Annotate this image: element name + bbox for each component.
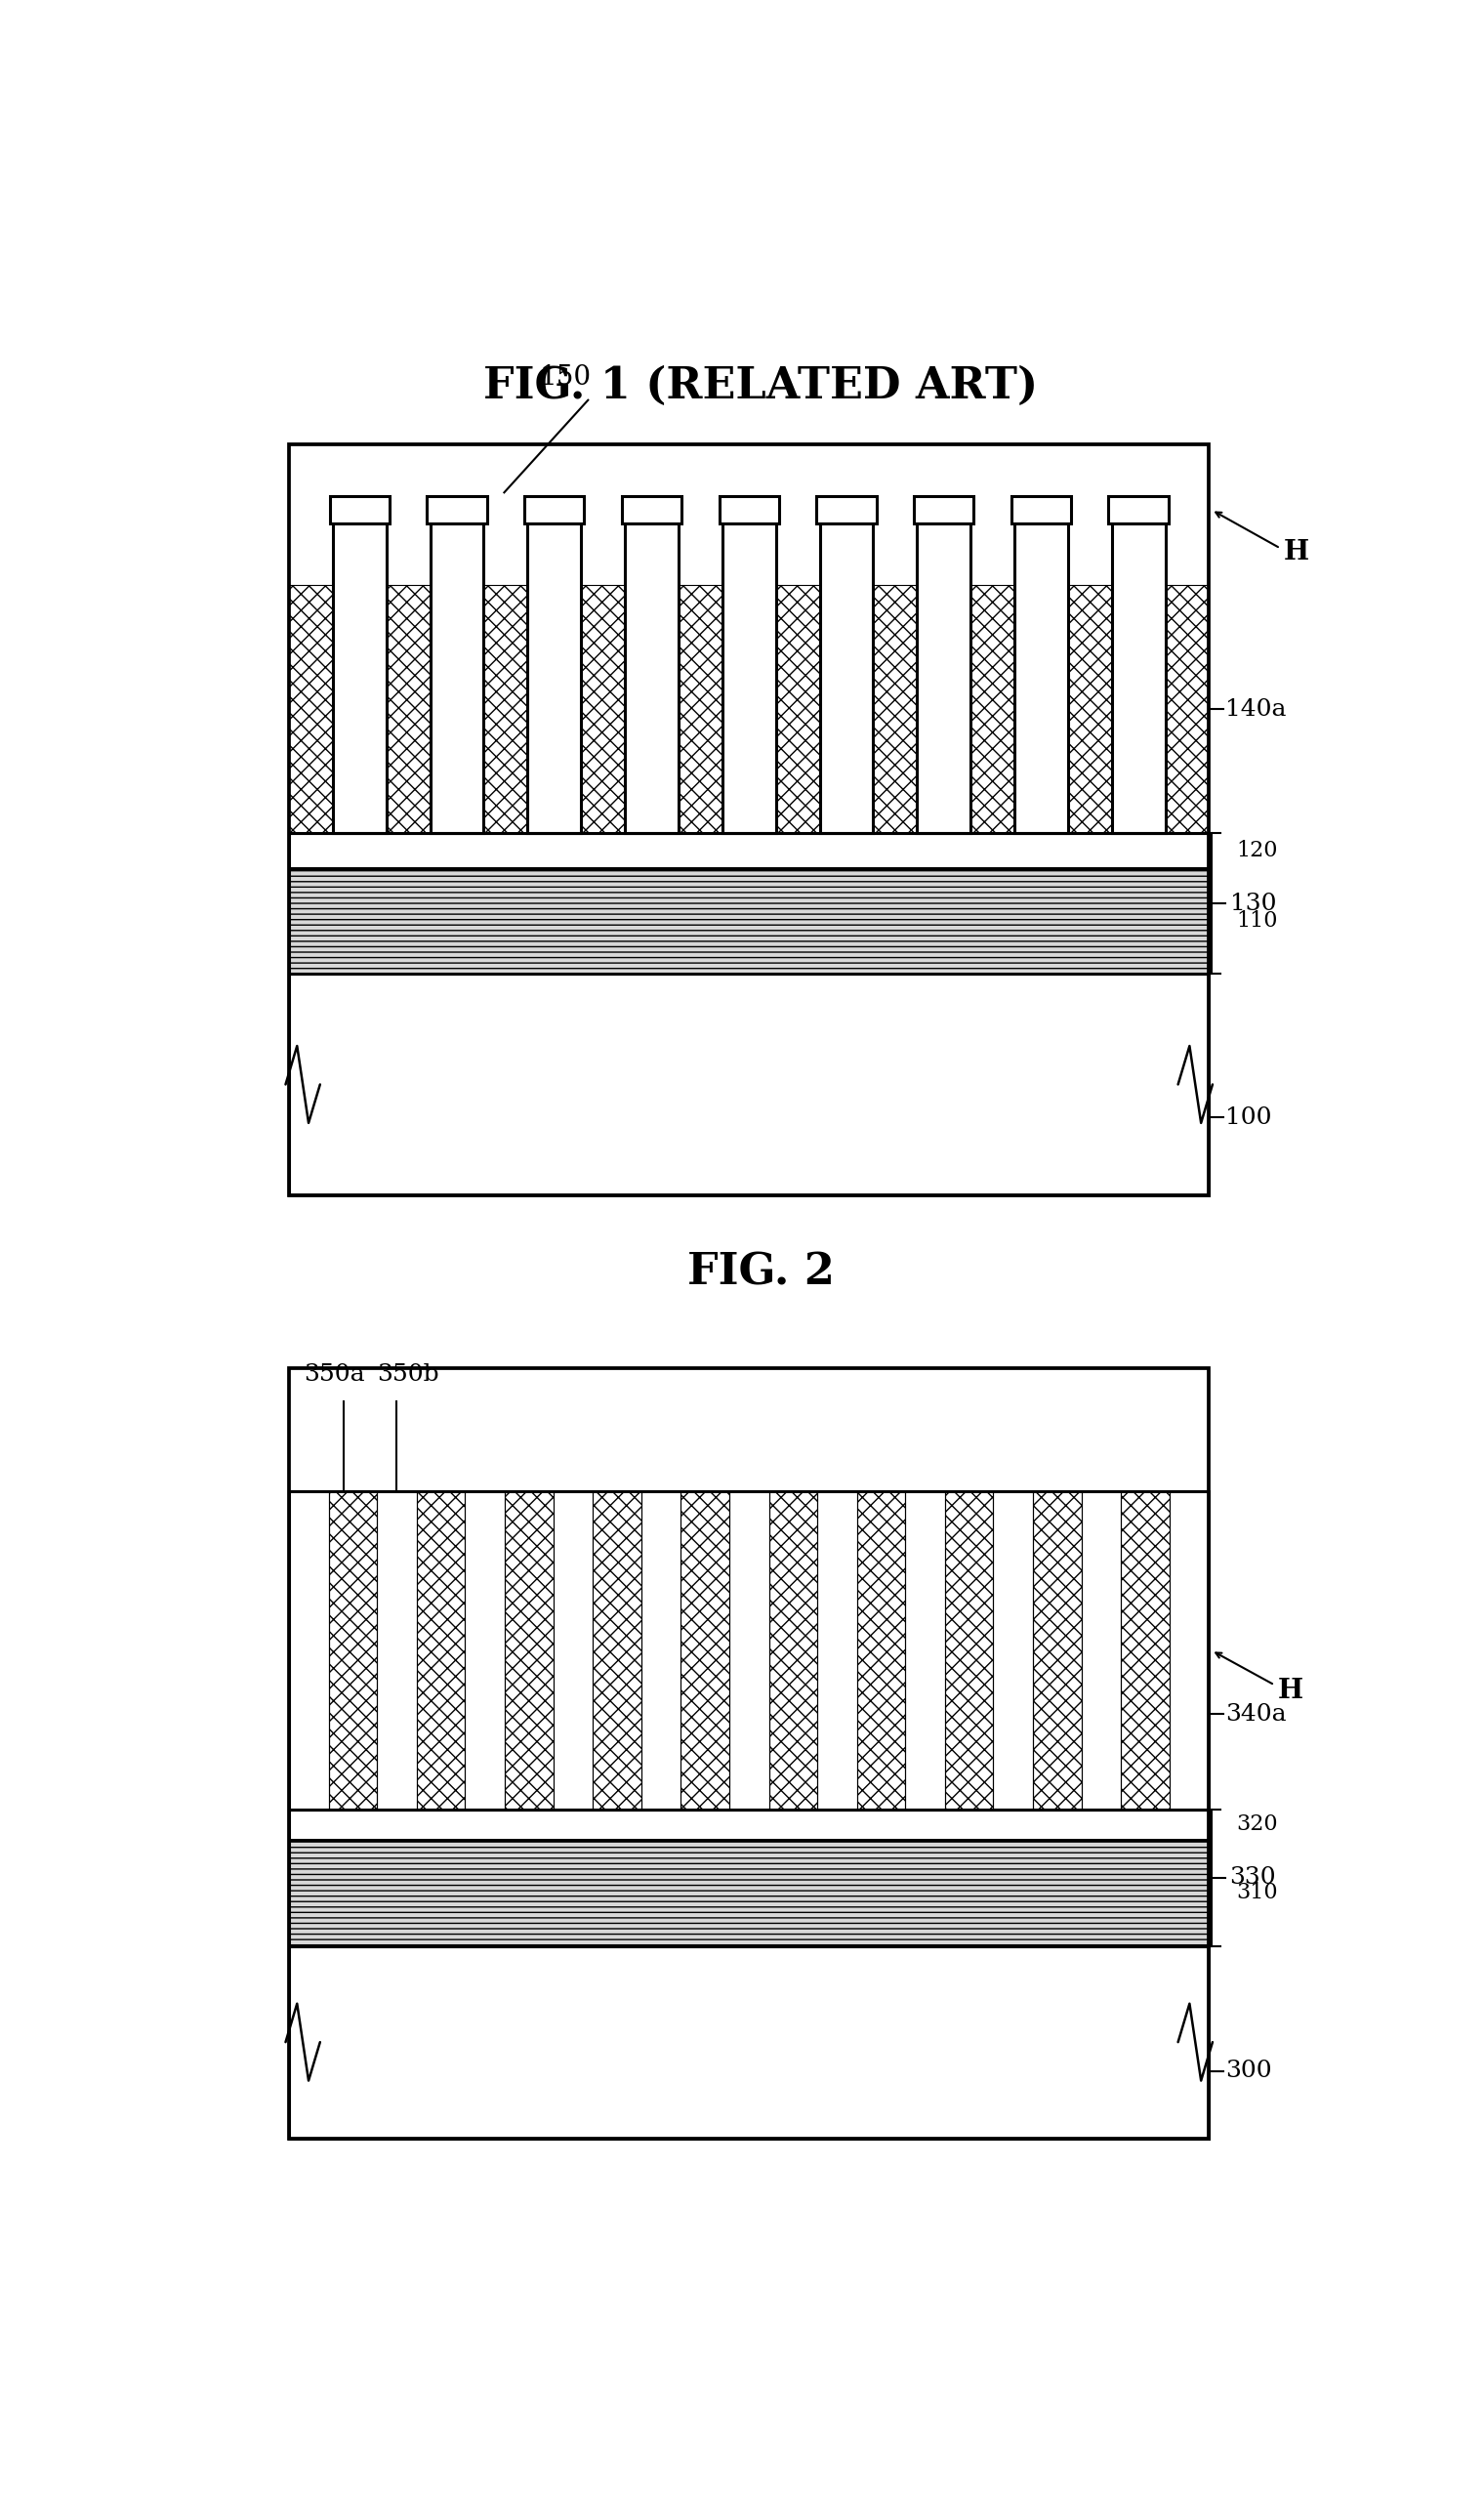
Bar bbox=[945, 1492, 993, 1810]
Text: 310: 310 bbox=[1236, 1882, 1278, 1902]
Bar bbox=[464, 1492, 505, 1810]
Bar bbox=[289, 972, 1209, 1195]
Bar bbox=[1068, 585, 1112, 832]
Bar bbox=[1120, 1492, 1169, 1810]
Text: 130: 130 bbox=[1230, 892, 1276, 915]
Bar bbox=[289, 1840, 1209, 1945]
Bar bbox=[289, 1492, 328, 1810]
Text: H: H bbox=[1278, 1678, 1303, 1705]
Bar bbox=[769, 1492, 818, 1810]
Bar bbox=[856, 1492, 905, 1810]
Bar bbox=[289, 867, 1209, 972]
Bar bbox=[818, 1492, 856, 1810]
Bar bbox=[484, 585, 527, 832]
Bar bbox=[873, 585, 917, 832]
Text: FIG. 2: FIG. 2 bbox=[687, 1250, 834, 1292]
Text: 120: 120 bbox=[1236, 840, 1278, 862]
Bar bbox=[971, 585, 1015, 832]
Bar bbox=[592, 1492, 641, 1810]
Bar bbox=[328, 1492, 377, 1810]
Bar bbox=[329, 498, 390, 522]
Bar bbox=[1165, 585, 1209, 832]
Bar bbox=[289, 445, 1209, 1195]
Bar bbox=[527, 522, 582, 832]
Bar bbox=[554, 1492, 592, 1810]
Bar bbox=[917, 522, 971, 832]
Bar bbox=[729, 1492, 769, 1810]
Text: 320: 320 bbox=[1236, 1815, 1278, 1835]
Bar bbox=[332, 522, 386, 832]
Bar bbox=[914, 498, 974, 522]
Text: 110: 110 bbox=[1236, 910, 1278, 932]
Text: 140a: 140a bbox=[1226, 698, 1287, 720]
Text: 100: 100 bbox=[1226, 1108, 1272, 1130]
Bar bbox=[289, 585, 332, 832]
Bar bbox=[505, 1492, 554, 1810]
Bar bbox=[1169, 1492, 1209, 1810]
Bar bbox=[776, 585, 819, 832]
Bar bbox=[678, 585, 723, 832]
Bar bbox=[720, 498, 779, 522]
Bar bbox=[289, 832, 1209, 867]
Text: 300: 300 bbox=[1226, 2060, 1272, 2082]
Bar bbox=[289, 1945, 1209, 2138]
Text: 350b: 350b bbox=[377, 1362, 439, 1385]
Bar bbox=[905, 1492, 945, 1810]
Bar bbox=[993, 1492, 1033, 1810]
Bar bbox=[427, 498, 487, 522]
Bar bbox=[377, 1492, 417, 1810]
Bar bbox=[430, 522, 484, 832]
Bar bbox=[641, 1492, 681, 1810]
Text: 150: 150 bbox=[539, 365, 591, 390]
Bar bbox=[1109, 498, 1168, 522]
Bar bbox=[289, 1368, 1209, 2138]
Text: H: H bbox=[1284, 540, 1309, 565]
Bar bbox=[1082, 1492, 1120, 1810]
Bar bbox=[622, 498, 681, 522]
Bar bbox=[681, 1492, 729, 1810]
Bar bbox=[289, 1492, 1209, 1810]
Bar bbox=[1112, 522, 1165, 832]
Bar bbox=[1011, 498, 1071, 522]
Bar bbox=[386, 585, 430, 832]
Bar bbox=[819, 522, 873, 832]
Bar bbox=[1033, 1492, 1082, 1810]
Text: 330: 330 bbox=[1230, 1868, 1276, 1890]
Bar bbox=[289, 1810, 1209, 1840]
Bar bbox=[625, 522, 678, 832]
Bar bbox=[816, 498, 877, 522]
Text: FIG. 1 (RELATED ART): FIG. 1 (RELATED ART) bbox=[484, 365, 1037, 408]
Bar bbox=[417, 1492, 464, 1810]
Bar bbox=[1015, 522, 1068, 832]
Bar bbox=[582, 585, 625, 832]
Bar bbox=[524, 498, 585, 522]
Text: 340a: 340a bbox=[1226, 1703, 1287, 1725]
Bar bbox=[723, 522, 776, 832]
Text: 350a: 350a bbox=[304, 1362, 365, 1385]
